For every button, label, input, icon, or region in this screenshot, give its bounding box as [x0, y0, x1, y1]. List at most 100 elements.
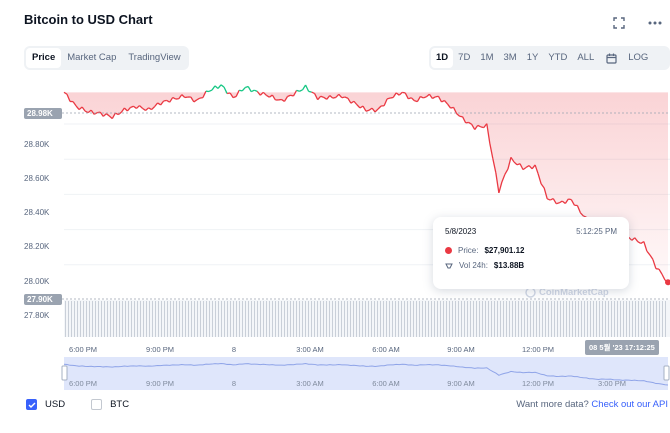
- tab-market-cap[interactable]: Market Cap: [67, 52, 117, 63]
- x-tick-label: 9:00 AM: [447, 345, 475, 354]
- price-line-segment: [344, 96, 349, 99]
- volume-bar: [629, 301, 630, 337]
- price-line-segment: [628, 236, 633, 241]
- volume-bar: [125, 301, 126, 337]
- volume-bar: [515, 301, 516, 337]
- volume-bar: [512, 301, 513, 337]
- volume-bar: [473, 301, 474, 337]
- price-line-segment: [241, 87, 246, 92]
- price-line-segment: [386, 97, 391, 100]
- volume-bar: [659, 301, 660, 337]
- price-line-segment: [664, 279, 669, 283]
- volume-bar: [566, 301, 567, 337]
- range-7d[interactable]: 7D: [458, 52, 471, 63]
- tab-tradingview[interactable]: TradingView: [128, 52, 181, 63]
- range-3m[interactable]: 3M: [503, 52, 517, 63]
- volume-bar: [410, 301, 411, 337]
- fullscreen-icon[interactable]: [610, 14, 628, 32]
- price-line-segment: [402, 91, 406, 94]
- volume-bar: [563, 301, 564, 337]
- volume-bar: [161, 301, 162, 337]
- price-line-segment: [420, 95, 424, 99]
- price-line-segment: [480, 126, 484, 129]
- volume-bar: [359, 301, 360, 337]
- volume-bar: [611, 301, 612, 337]
- volume-bar: [248, 301, 249, 337]
- volume-bar: [581, 301, 582, 337]
- price-line-segment: [250, 89, 255, 93]
- range-1y[interactable]: 1Y: [526, 52, 539, 63]
- price-line-segment: [254, 89, 258, 92]
- price-line-segment: [338, 93, 343, 99]
- price-line-segment: [537, 173, 542, 185]
- volume-bar: [665, 301, 666, 337]
- range-1d[interactable]: 1D: [431, 48, 454, 68]
- price-line-segment: [84, 110, 89, 114]
- price-line-segment: [489, 143, 494, 159]
- price-line-segment: [81, 106, 86, 112]
- volume-bar: [305, 301, 306, 337]
- price-line-segment: [347, 97, 352, 104]
- btc-checkbox[interactable]: [91, 399, 103, 410]
- volume-bar: [260, 301, 261, 337]
- volume-bar: [137, 301, 138, 337]
- volume-bar: [614, 301, 615, 337]
- volume-bar: [122, 301, 123, 337]
- price-line-segment: [178, 94, 183, 100]
- volume-bar: [278, 301, 279, 337]
- price-line-segment: [570, 199, 575, 206]
- price-line-segment: [239, 89, 243, 92]
- volume-bar: [557, 301, 558, 337]
- price-line-segment: [561, 200, 566, 205]
- volume-bar: [596, 301, 597, 337]
- range-1m[interactable]: 1M: [480, 52, 494, 63]
- volume-bar: [401, 301, 402, 337]
- price-line-segment: [169, 97, 174, 103]
- volume-bar: [266, 301, 267, 337]
- navigator-tick-label: 9:00 AM: [447, 379, 475, 388]
- range-tab-group: 1D 7D 1M 3M 1Y YTD ALL LOG: [429, 46, 670, 70]
- volume-bar: [620, 301, 621, 337]
- price-line-segment: [498, 181, 503, 194]
- price-line-segment: [441, 99, 445, 103]
- volume-bar: [500, 301, 501, 337]
- tooltip-date: 5/8/2023: [445, 227, 477, 236]
- calendar-icon[interactable]: [599, 48, 623, 68]
- navigator-tick-label: 8: [231, 379, 237, 388]
- price-line-segment: [471, 123, 476, 130]
- price-line-segment: [211, 85, 216, 91]
- log-toggle[interactable]: LOG: [628, 52, 649, 63]
- volume-bar: [590, 301, 591, 337]
- price-line-segment: [416, 96, 421, 102]
- volume-bar: [626, 301, 627, 337]
- volume-bar: [560, 301, 561, 337]
- price-line-segment: [423, 96, 427, 99]
- volume-bar: [650, 301, 651, 337]
- price-line-segment: [643, 241, 648, 252]
- price-line-segment: [558, 200, 563, 204]
- price-line-segment: [115, 112, 119, 116]
- tooltip-time: 5:12:25 PM: [576, 227, 617, 236]
- price-line-segment: [437, 95, 443, 103]
- api-link[interactable]: Check out our API: [591, 399, 668, 410]
- usd-label: USD: [45, 399, 66, 410]
- range-all[interactable]: ALL: [577, 52, 595, 63]
- price-line-segment: [362, 105, 367, 112]
- usd-checkbox[interactable]: [26, 399, 37, 410]
- tab-price[interactable]: Price: [26, 48, 62, 68]
- volume-bar: [623, 301, 624, 337]
- volume-bar: [521, 301, 522, 337]
- more-horizontal-icon[interactable]: [646, 14, 664, 32]
- range-ytd[interactable]: YTD: [548, 52, 568, 63]
- volume-bar: [635, 301, 636, 337]
- volume-bar: [347, 301, 348, 337]
- price-line-segment: [75, 105, 80, 110]
- volume-bar: [236, 301, 237, 337]
- price-line-segment: [265, 94, 270, 98]
- volume-bar: [392, 301, 393, 337]
- volume-bar: [404, 301, 405, 337]
- volume-bar: [488, 301, 489, 337]
- price-line-segment: [513, 161, 518, 166]
- volume-bar: [446, 301, 447, 337]
- volume-bar: [116, 301, 117, 337]
